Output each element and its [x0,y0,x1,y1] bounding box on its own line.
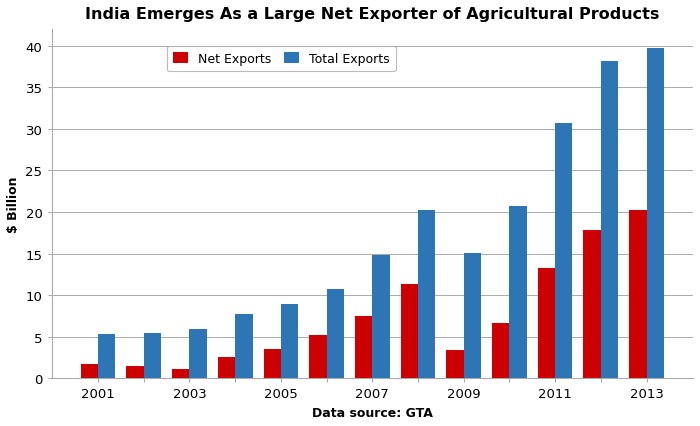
Bar [172,369,190,379]
Bar [309,335,327,379]
Bar [492,323,510,379]
Bar [400,285,418,379]
Bar [629,211,647,379]
Y-axis label: $ Billion: $ Billion [7,176,20,233]
Bar [281,305,298,379]
Bar [235,315,253,379]
Bar [98,334,116,379]
Bar [555,124,573,379]
Bar [447,350,463,379]
Title: India Emerges As a Large Net Exporter of Agricultural Products: India Emerges As a Large Net Exporter of… [85,7,659,22]
Bar [144,333,161,379]
Bar [372,256,390,379]
Legend: Net Exports, Total Exports: Net Exports, Total Exports [167,47,396,72]
Bar [127,366,144,379]
Bar [80,365,98,379]
Bar [510,207,527,379]
Bar [263,350,281,379]
Bar [647,49,664,379]
Bar [601,61,618,379]
X-axis label: Data source: GTA: Data source: GTA [312,406,433,419]
Bar [327,289,344,379]
Bar [218,357,235,379]
Bar [190,329,206,379]
Bar [418,211,435,379]
Bar [584,231,601,379]
Bar [463,253,481,379]
Bar [538,268,555,379]
Bar [355,317,372,379]
